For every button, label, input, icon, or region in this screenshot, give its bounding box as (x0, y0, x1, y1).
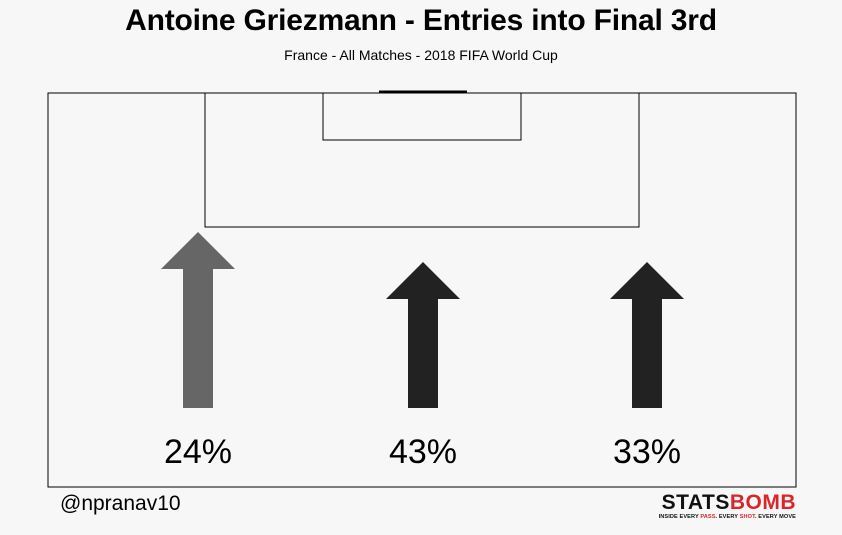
statsbomb-tagline: INSIDE EVERY PASS. EVERY SHOT. EVERY MOV… (658, 514, 796, 520)
penalty-area (204, 93, 640, 228)
logo-word-bomb: BOMB (729, 491, 796, 514)
statsbomb-wordmark: STATSBOMB (636, 492, 796, 514)
entry-arrow-left (161, 232, 235, 408)
entry-label-left: 24% (164, 433, 232, 471)
author-handle: @npranav10 (60, 492, 181, 515)
entry-label-right: 33% (613, 433, 681, 471)
entry-labels: 24% 43% 33% (164, 433, 681, 471)
entry-label-centre: 43% (389, 433, 457, 471)
entry-arrow-right (610, 262, 684, 408)
entry-arrows (161, 232, 684, 408)
statsbomb-logo: STATSBOMB INSIDE EVERY PASS. EVERY SHOT.… (636, 492, 796, 521)
chart-subtitle: France - All Matches - 2018 FIFA World C… (284, 47, 558, 63)
entry-arrow-centre (386, 262, 460, 408)
chart-title: Antoine Griezmann - Entries into Final 3… (125, 4, 717, 37)
logo-word-stats: STATS (661, 491, 730, 514)
six-yard-box (322, 93, 522, 141)
